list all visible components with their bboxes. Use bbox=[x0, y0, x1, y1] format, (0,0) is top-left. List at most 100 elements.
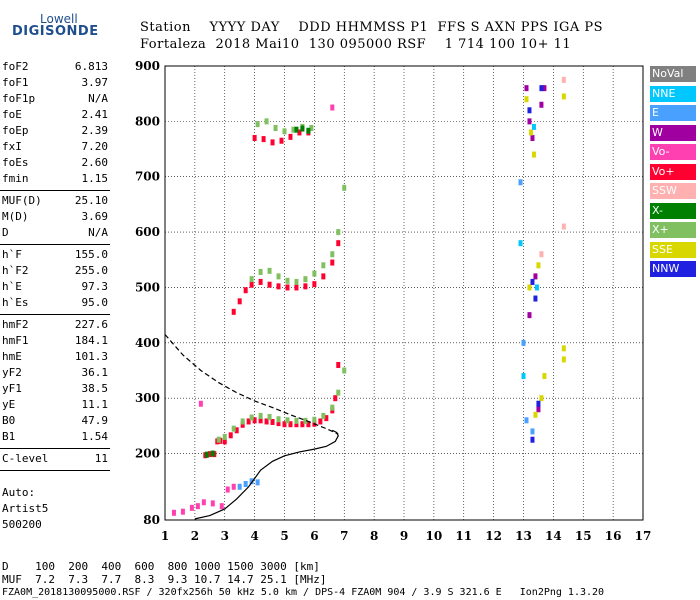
param-label: hmF2 bbox=[2, 318, 29, 331]
echo-point bbox=[294, 284, 299, 291]
ionogram-chart: 1 2 3 4 5 6 7 8 9 10 11 12 13 14 15 16 17802003004005006… bbox=[135, 59, 651, 543]
y-tick-label: 200 bbox=[135, 447, 160, 461]
param-value: 155.0 bbox=[74, 248, 108, 261]
param-value: 11 bbox=[94, 452, 108, 465]
echo-point bbox=[524, 417, 529, 424]
echo-point bbox=[267, 267, 272, 274]
echo-point bbox=[306, 127, 311, 134]
legend-item: SSE bbox=[650, 241, 696, 258]
echo-point bbox=[270, 419, 275, 426]
echo-point bbox=[210, 500, 215, 507]
param-row: h`E 97.3 bbox=[2, 280, 108, 296]
echo-point bbox=[336, 389, 341, 396]
header-row-values: Fortaleza 2018 Mai10 130 095000 RSF 1 71… bbox=[140, 37, 572, 52]
echo-point bbox=[249, 478, 254, 485]
echo-point bbox=[539, 85, 544, 92]
echo-point bbox=[207, 451, 212, 458]
param-row: B0 47.9 bbox=[2, 414, 108, 430]
x-tick-label: 2 bbox=[191, 529, 199, 543]
echo-point bbox=[530, 436, 535, 443]
echo-point bbox=[258, 417, 263, 424]
param-label: h`F2 bbox=[2, 264, 29, 277]
echo-point bbox=[171, 509, 176, 516]
echo-point bbox=[330, 404, 335, 411]
echo-point bbox=[258, 268, 263, 275]
param-row: C-level 11 bbox=[2, 452, 108, 468]
y-tick-label: 300 bbox=[135, 391, 160, 405]
legend-item: Vo+ bbox=[650, 163, 696, 180]
param-value: N/A bbox=[88, 92, 108, 105]
echo-point bbox=[276, 416, 281, 423]
y-tick-label: 800 bbox=[135, 114, 160, 128]
echo-point bbox=[246, 418, 251, 425]
param-label: foF1 bbox=[2, 76, 29, 89]
echo-point bbox=[300, 125, 305, 132]
param-label: MUF(D) bbox=[2, 194, 42, 207]
param-label: M(D) bbox=[2, 210, 29, 223]
echo-point bbox=[219, 503, 224, 510]
echo-point bbox=[533, 273, 538, 280]
echo-point bbox=[539, 395, 544, 402]
echo-point bbox=[521, 373, 526, 380]
echo-point bbox=[342, 184, 347, 191]
echo-point bbox=[528, 129, 533, 136]
echo-point bbox=[225, 486, 230, 493]
echo-point bbox=[216, 436, 221, 443]
echo-point bbox=[237, 298, 242, 305]
echo-point bbox=[231, 483, 236, 490]
param-value: 47.9 bbox=[81, 414, 109, 427]
param-label: C-level bbox=[2, 452, 49, 465]
echo-point bbox=[342, 367, 347, 374]
echo-point bbox=[252, 417, 257, 424]
legend-item: NoVal bbox=[650, 66, 696, 82]
echo-point bbox=[222, 433, 227, 440]
chart-points bbox=[171, 76, 566, 516]
param-row: h`Es 95.0 bbox=[2, 296, 108, 312]
param-row: M(D) 3.69 bbox=[2, 210, 108, 226]
legend-item: X+ bbox=[650, 222, 696, 238]
x-tick-label: 6 bbox=[310, 529, 318, 543]
param-value: 25.10 bbox=[74, 194, 108, 207]
param-label: hmF1 bbox=[2, 334, 29, 347]
model-line bbox=[164, 334, 339, 435]
echo-point bbox=[530, 134, 535, 141]
y-tick-label: 700 bbox=[135, 170, 160, 184]
param-separator bbox=[0, 448, 110, 449]
echo-point bbox=[267, 414, 272, 421]
echo-point bbox=[336, 229, 341, 236]
echo-point bbox=[237, 483, 242, 490]
echo-point bbox=[312, 416, 317, 423]
echo-point bbox=[282, 128, 287, 135]
echo-point bbox=[330, 251, 335, 258]
echo-point bbox=[518, 179, 523, 186]
echo-point bbox=[536, 262, 541, 269]
echo-point bbox=[303, 283, 308, 290]
echo-point bbox=[542, 373, 547, 380]
x-tick-label: 16 bbox=[605, 529, 622, 543]
footer-file-info: FZA0M_2018130095000.RSF / 320fx256h 50 k… bbox=[2, 587, 605, 598]
echo-point bbox=[252, 134, 257, 141]
echo-point bbox=[336, 361, 341, 368]
param-row: yE 11.1 bbox=[2, 398, 108, 414]
param-separator bbox=[0, 470, 110, 471]
echo-point bbox=[297, 129, 302, 136]
echo-point bbox=[312, 281, 317, 288]
param-row: foF1p N/A bbox=[2, 92, 108, 108]
param-row: fmin 1.15 bbox=[2, 172, 108, 188]
param-label: yF2 bbox=[2, 366, 22, 379]
echo-point bbox=[180, 508, 185, 515]
auto-label: Auto: bbox=[2, 486, 36, 499]
chart-lines bbox=[164, 334, 339, 520]
param-row: foEp 2.39 bbox=[2, 124, 108, 140]
param-row: foF1 3.97 bbox=[2, 76, 108, 92]
param-row: hmE 101.3 bbox=[2, 350, 108, 366]
param-value: 2.60 bbox=[81, 156, 109, 169]
echo-point bbox=[261, 136, 266, 143]
echo-point bbox=[273, 125, 278, 132]
param-row: B1 1.54 bbox=[2, 430, 108, 446]
param-row: D N/A bbox=[2, 226, 108, 242]
x-tick-label: 11 bbox=[455, 529, 472, 543]
echo-point bbox=[534, 284, 539, 291]
x-tick-label: 14 bbox=[545, 529, 562, 543]
echo-point bbox=[321, 273, 326, 280]
